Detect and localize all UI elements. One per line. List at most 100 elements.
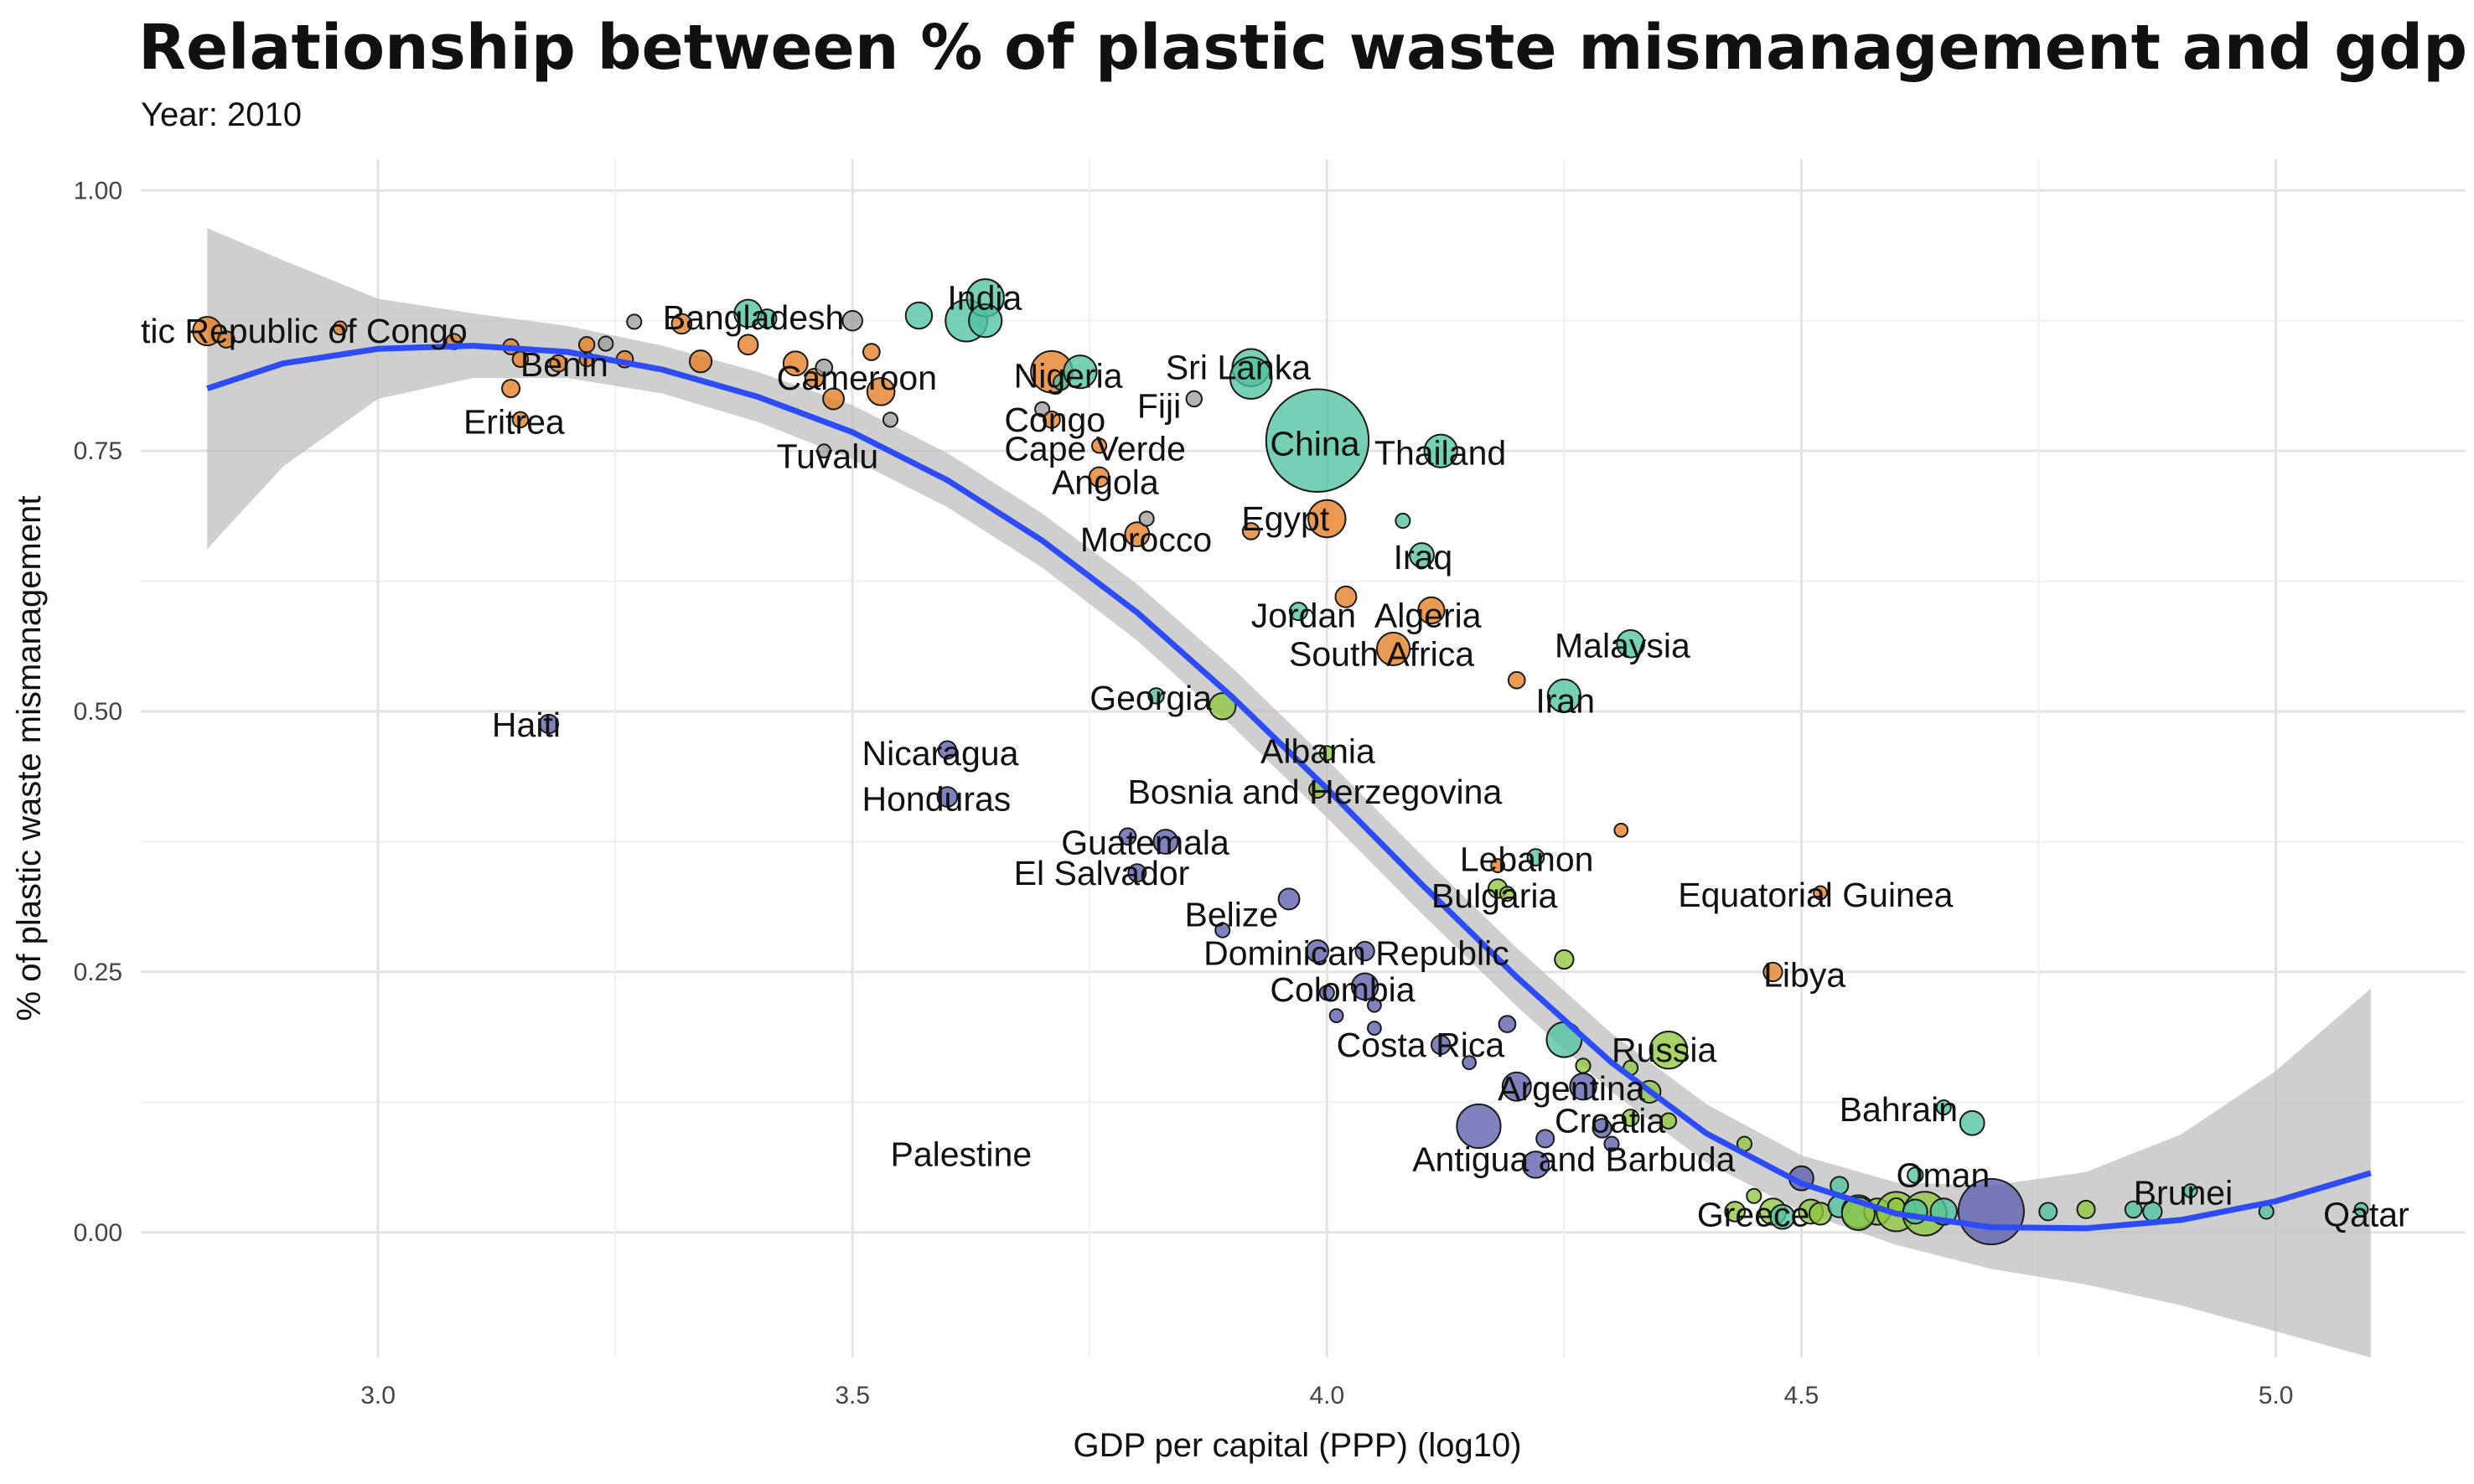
data-point xyxy=(549,354,568,373)
data-point xyxy=(1498,886,1515,902)
point-label: Brunei xyxy=(2134,1174,2233,1213)
data-point xyxy=(1569,1072,1597,1101)
point-label: Sri Lanka xyxy=(1166,349,1311,387)
y-axis-title: % of plastic waste mismanagement xyxy=(11,496,48,1021)
data-point xyxy=(822,387,845,411)
data-point xyxy=(1395,512,1411,530)
point-label: Fiji xyxy=(1137,387,1181,426)
point-label: Tuvalu xyxy=(777,437,879,475)
data-point xyxy=(626,313,643,330)
point-label: Palestine xyxy=(890,1135,1032,1174)
data-point xyxy=(1456,1103,1502,1150)
point-label: tic Republic of Congo xyxy=(141,312,468,350)
data-point xyxy=(217,330,235,349)
data-point xyxy=(1127,863,1147,883)
data-point xyxy=(1091,437,1108,454)
point-label: Bulgaria xyxy=(1431,876,1558,915)
data-point xyxy=(1659,1112,1678,1130)
data-point xyxy=(511,411,530,429)
x-axis-ticks: 3.0 3.5 4.0 4.5 5.0 xyxy=(360,1382,2293,1409)
data-point xyxy=(1813,885,1828,901)
x-tick-label: 5.0 xyxy=(2259,1382,2294,1409)
data-point xyxy=(968,303,1003,339)
data-point xyxy=(757,308,778,329)
data-point xyxy=(1554,949,1575,970)
point-label: Albania xyxy=(1260,732,1375,770)
data-point xyxy=(862,343,881,361)
point-label: Bangladesh xyxy=(663,298,845,337)
data-point xyxy=(737,334,759,356)
data-point xyxy=(904,301,934,330)
data-point xyxy=(1214,922,1231,938)
data-point xyxy=(1043,411,1061,429)
point-label: El Salvador xyxy=(1014,854,1190,892)
point-label: Colombia xyxy=(1270,970,1415,1009)
point-label: Cameroon xyxy=(777,359,937,397)
point-label: Equatorial Guinea xyxy=(1678,876,1953,914)
data-point xyxy=(1724,1201,1746,1223)
y-tick-label: 0.00 xyxy=(74,1219,122,1247)
point-label: Qatar xyxy=(2323,1196,2409,1234)
data-point xyxy=(1462,1055,1478,1070)
data-point xyxy=(598,335,614,352)
point-label: Bahrain xyxy=(1840,1090,1958,1129)
trend-line xyxy=(206,343,2372,1232)
data-point xyxy=(1592,1118,1612,1139)
point-label: Libya xyxy=(1763,956,1845,995)
point-label: Lebanon xyxy=(1460,840,1594,879)
point-label: Dominican Republic xyxy=(1203,934,1509,973)
x-tick-label: 3.0 xyxy=(360,1382,396,1409)
point-label: Georgia xyxy=(1089,679,1212,717)
y-tick-label: 0.50 xyxy=(74,698,122,726)
data-point xyxy=(1241,522,1260,540)
data-point xyxy=(1959,1109,1985,1136)
data-point xyxy=(1546,678,1581,713)
data-point xyxy=(1138,510,1155,527)
data-point xyxy=(1088,466,1110,489)
data-point xyxy=(936,786,959,808)
data-point xyxy=(2353,1202,2369,1218)
data-point xyxy=(1367,1021,1382,1036)
point-label: Eritrea xyxy=(463,402,565,441)
data-point xyxy=(1277,887,1301,911)
data-point xyxy=(538,713,560,735)
data-point xyxy=(1063,354,1098,390)
data-point xyxy=(1490,858,1506,873)
data-point xyxy=(501,379,521,399)
data-points xyxy=(192,278,2369,1246)
point-label: South Africa xyxy=(1289,635,1474,674)
data-point xyxy=(1185,390,1203,408)
point-label: Guatemala xyxy=(1061,824,1229,862)
point-label: Morocco xyxy=(1080,520,1212,559)
data-point xyxy=(1431,1034,1452,1056)
data-point xyxy=(2038,1202,2058,1222)
point-label: Bosnia and Herzegovina xyxy=(1128,773,1503,811)
data-point xyxy=(1507,670,1526,690)
point-label: Benin xyxy=(520,345,608,384)
data-point xyxy=(1417,596,1446,625)
data-point xyxy=(688,349,713,374)
x-tick-label: 4.5 xyxy=(1784,1382,1819,1409)
y-axis-ticks: 0.00 0.25 0.50 0.75 1.00 xyxy=(74,177,122,1246)
point-label: Russia xyxy=(1612,1031,1717,1069)
point-label: China xyxy=(1270,424,1359,463)
point-label: Costa Rica xyxy=(1337,1026,1505,1064)
data-point xyxy=(1152,829,1179,855)
point-label: Jordan xyxy=(1251,597,1356,635)
data-point xyxy=(1288,602,1308,622)
data-point xyxy=(841,309,863,332)
data-point xyxy=(1423,433,1458,468)
data-point xyxy=(1501,1071,1532,1102)
data-point xyxy=(2076,1199,2096,1219)
point-label: India xyxy=(947,278,1022,317)
data-point xyxy=(882,411,899,428)
data-point xyxy=(1147,687,1165,705)
data-point xyxy=(1769,1203,1796,1230)
data-point xyxy=(1307,499,1347,539)
data-point xyxy=(815,358,834,377)
point-label: Argentina xyxy=(1498,1069,1645,1108)
data-point xyxy=(1305,938,1330,964)
point-label: Haiti xyxy=(492,706,561,744)
point-label: Nigeria xyxy=(1014,357,1123,396)
data-point xyxy=(1318,985,1335,1001)
